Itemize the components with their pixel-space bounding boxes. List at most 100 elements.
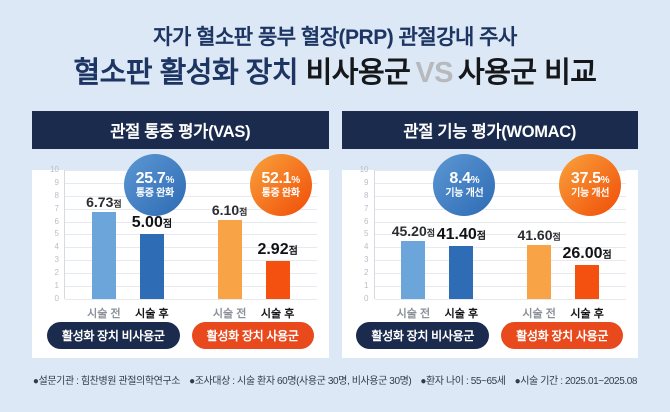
footnote-patient-age: ●환자 나이 : 55~65세 (420, 375, 506, 387)
bar-column: 2.92점 시술 후 (257, 170, 297, 320)
y-tick-label: 8 (54, 190, 59, 200)
womac-legend: 활성화 장치 비사용군 활성화 장치 사용군 (342, 321, 639, 349)
gridline (374, 260, 626, 262)
gridline (374, 247, 626, 249)
x-tick-label: 시술 후 (135, 307, 169, 320)
y-tick-label: 1 (54, 281, 59, 291)
bar (401, 240, 426, 299)
gridline (374, 208, 626, 210)
bar-value-label: 26.00점 (562, 245, 612, 263)
gridline (374, 221, 626, 223)
gridline (374, 169, 626, 171)
x-tick-label: 시술 전 (212, 307, 247, 320)
plot-area: 10 9 8 7 6 5 4 3 2 1 0 6.73점 시술 전 5.00점 시술 후 25.7% 통증 완화… (50, 153, 317, 320)
improvement-badge: 8.4% 기능 개선 (433, 153, 496, 216)
x-tick-label: 시술 전 (522, 307, 556, 320)
source-footnote: ●설문기관 : 힘찬병원 관절의학연구소 ●조사대상 : 시술 환자 60명(사… (0, 372, 670, 387)
bar-value-label: 45.20점 (391, 222, 436, 239)
plot-area: 10 9 8 7 6 5 4 3 2 1 0 45.20점 시술 전 41.40점 시술 후 8.4% 기능 개… (360, 153, 627, 320)
gridline (65, 260, 317, 262)
x-tick-label: 시술 후 (260, 307, 295, 320)
x-tick-label: 시술 전 (396, 307, 431, 320)
vas-chart-body: 10 9 8 7 6 5 4 3 2 1 0 6.73점 시술 전 5.00점 시술 후 25.7% 통증 완화… (32, 153, 329, 358)
legend-device-pill: 활성화 장치 사용군 (191, 321, 314, 349)
y-tick-label: 5 (54, 229, 59, 239)
vas-chart-title: 관절 통증 평가(VAS) (32, 110, 329, 149)
womac-bar-chart: 10 9 8 7 6 5 4 3 2 1 0 45.20점 시술 전 41.40점 시술 후 8.4% 기능 개… (342, 153, 639, 320)
womac-chart-card: 관절 기능 평가(WOMAC) 10 9 8 7 6 5 4 3 2 1 0 45.20점 시술 전 41… (341, 110, 639, 358)
y-tick-label: 4 (54, 242, 59, 252)
y-tick-label: 2 (54, 268, 59, 278)
y-tick-label: 0 (364, 293, 369, 303)
legend-no-device-pill: 활성화 장치 비사용군 (356, 321, 490, 349)
gridline (65, 169, 317, 171)
bar-value-label: 6.73점 (86, 194, 122, 211)
title-segment-no-device: 비사용군 (305, 57, 411, 90)
vas-legend: 활성화 장치 비사용군 활성화 장치 사용군 (32, 321, 329, 349)
page-header: 자가 혈소판 풍부 혈장(PRP) 관절강내 주사 혈소판 활성화 장치 비사용… (0, 0, 670, 91)
y-tick-label: 3 (54, 255, 59, 265)
vas-chart-card: 관절 통증 평가(VAS) 10 9 8 7 6 5 4 3 2 1 0 6.73점 시술 전 5.00점… (32, 110, 329, 358)
y-tick-label: 8 (364, 190, 369, 200)
bar-value-label: 6.10점 (211, 202, 248, 219)
x-tick-label: 시술 후 (570, 307, 604, 320)
y-tick-label: 9 (364, 177, 369, 187)
gridline (65, 273, 317, 275)
y-tick-label: 10 (50, 164, 59, 174)
title-vs-label: VS (415, 57, 454, 90)
bar-group: 41.60점 시술 전 26.00점 시술 후 37.5% 기능 개선 (517, 153, 622, 320)
y-tick-label: 1 (364, 281, 369, 291)
legend-no-device-pill: 활성화 장치 비사용군 (46, 321, 180, 349)
bar-value-label: 41.40점 (436, 225, 486, 243)
womac-chart-title: 관절 기능 평가(WOMAC) (341, 110, 638, 149)
title-accent-segment: 혈소판 활성화 장치 (73, 57, 299, 90)
gridline (374, 195, 626, 197)
title-segment-device: 사용군 비교 (458, 57, 597, 90)
womac-chart-body: 10 9 8 7 6 5 4 3 2 1 0 45.20점 시술 전 41.40점 시술 후 8.4% 기능 개… (341, 153, 639, 358)
page-title-line1: 자가 혈소판 풍부 혈장(PRP) 관절강내 주사 (153, 26, 517, 49)
footnote-survey-org: ●설문기관 : 힘찬병원 관절의학연구소 (32, 375, 181, 387)
improvement-badge: 37.5% 기능 개선 (559, 153, 622, 216)
y-tick-label: 10 (359, 164, 369, 174)
gridline (65, 234, 317, 236)
x-tick-label: 시술 전 (87, 307, 121, 320)
gridline (65, 298, 317, 300)
improvement-badge: 52.1% 통증 완화 (249, 153, 312, 216)
bar (91, 212, 116, 299)
y-tick-label: 7 (364, 203, 369, 213)
gridline (374, 273, 626, 275)
bar-value-label: 5.00점 (131, 214, 173, 232)
gridline (65, 286, 317, 288)
bar-group: 6.73점 시술 전 5.00점 시술 후 25.7% 통증 완화 (86, 153, 186, 320)
legend-device-pill: 활성화 장치 사용군 (501, 321, 624, 349)
charts-row: 관절 통증 평가(VAS) 10 9 8 7 6 5 4 3 2 1 0 6.73점 시술 전 5.00점… (32, 110, 639, 358)
gridline (374, 298, 626, 300)
y-tick-label: 6 (364, 216, 369, 226)
bar (449, 245, 474, 299)
gridline (374, 182, 626, 184)
bar (265, 261, 290, 299)
bar-value-label: 41.60점 (517, 227, 561, 244)
gridline (65, 221, 317, 223)
bar-groups: 6.73점 시술 전 5.00점 시술 후 25.7% 통증 완화 6.10점 시술 전 2.9… (65, 153, 317, 320)
gridline (65, 195, 317, 197)
y-tick-label: 2 (364, 268, 369, 278)
footnote-subjects: ●조사대상 : 시술 환자 60명(사용군 30명, 비사용군 30명) (189, 375, 412, 387)
bar (527, 245, 552, 299)
footnote-period: ●시술 기간 : 2025.01~2025.08 (514, 375, 638, 387)
y-tick-label: 6 (54, 216, 59, 226)
gridline (65, 208, 317, 210)
y-tick-label: 5 (364, 229, 369, 239)
x-tick-label: 시술 후 (444, 307, 479, 320)
improvement-badge: 25.7% 통증 완화 (123, 153, 186, 216)
bar (139, 234, 164, 299)
vas-bar-chart: 10 9 8 7 6 5 4 3 2 1 0 6.73점 시술 전 5.00점 시술 후 25.7% 통증 완화… (32, 153, 329, 320)
